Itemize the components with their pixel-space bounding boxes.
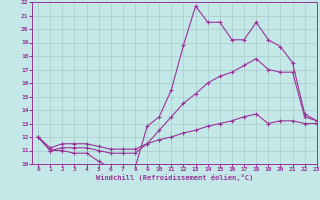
X-axis label: Windchill (Refroidissement éolien,°C): Windchill (Refroidissement éolien,°C) — [96, 174, 253, 181]
